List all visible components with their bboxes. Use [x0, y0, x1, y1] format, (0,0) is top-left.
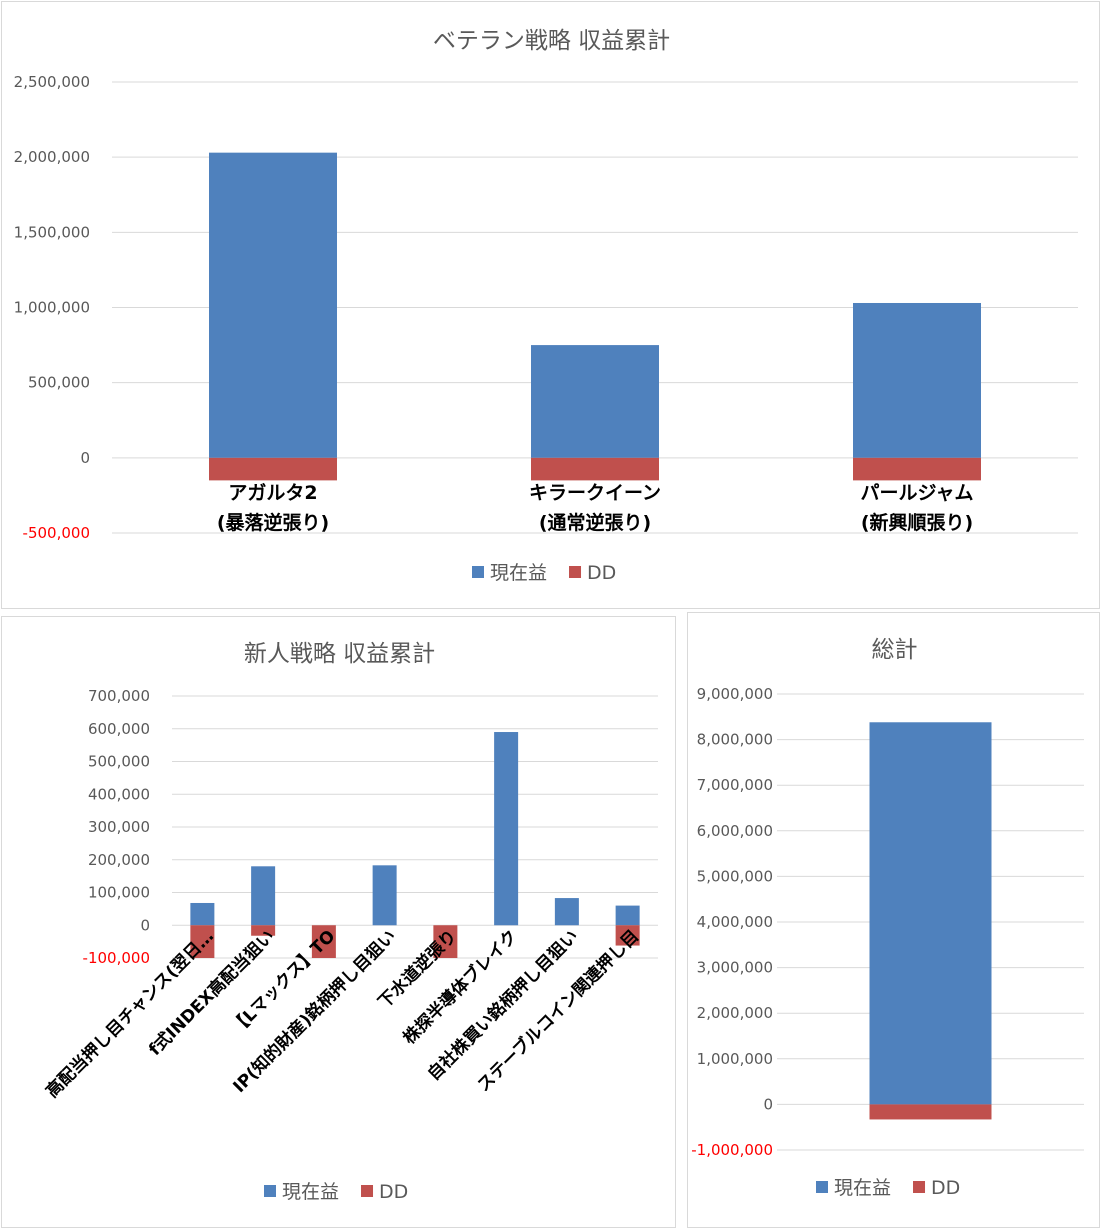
bar-profit: [554, 898, 579, 926]
y-tick-label: 0: [140, 916, 150, 934]
legend-swatch: [816, 1181, 828, 1193]
rookie-chart-panel: 新人戦略 収益累計 700,000 600,000 500,000 400,000 300…: [1, 616, 676, 1228]
bar-profit: [853, 302, 981, 458]
y-tick-label: -100,000: [83, 949, 150, 967]
bar-profit: [190, 902, 215, 926]
category-label: 株探半導体ブレイク: [399, 926, 522, 1049]
y-tick-label: 5,000,000: [697, 867, 773, 885]
y-tick-label: 500,000: [88, 753, 150, 771]
y-tick-label: 0: [763, 1095, 773, 1113]
bar-profit: [209, 152, 337, 458]
rookie-chart: 新人戦略 収益累計 700,000 600,000 500,000 400,000 300…: [42, 641, 658, 1203]
y-tick-label: 2,000,000: [697, 1004, 773, 1022]
total-chart: 総計 9,000,000 8,000,000 7,000,000 6,000,000 5,…: [691, 637, 1084, 1199]
category-label: アガルタ2: [228, 482, 317, 504]
chart-title: ベテラン戦略 収益累計: [433, 28, 670, 54]
y-tick-label: 2,500,000: [14, 73, 90, 91]
bar-dd: [251, 925, 276, 936]
legend-label: DD: [379, 1181, 408, 1203]
y-tick-label: 600,000: [88, 720, 150, 738]
bar-dd: [615, 925, 640, 946]
y-tick-label: 8,000,000: [697, 731, 773, 749]
category-label: 【Lマックス】TO: [227, 926, 340, 1039]
y-tick-label: -500,000: [23, 524, 90, 542]
bar-profit: [494, 732, 519, 926]
y-tick-label: 3,000,000: [697, 959, 773, 977]
category-label: パールジャム: [860, 482, 973, 504]
y-tick-label: 2,000,000: [14, 148, 90, 166]
bar-profit: [372, 865, 397, 926]
legend-swatch: [361, 1185, 374, 1197]
legend-swatch: [569, 566, 582, 578]
category-label: (通常逆張り): [539, 511, 651, 534]
bar-profit: [251, 866, 276, 926]
y-tick-label: 9,000,000: [697, 685, 773, 703]
legend-label: 現在益: [834, 1177, 891, 1199]
bar-profit: [869, 722, 992, 1105]
bar-profit: [615, 905, 640, 926]
category-label: キラークイーン: [529, 482, 661, 504]
bar-profit: [531, 345, 659, 458]
y-tick-label: 400,000: [88, 785, 150, 803]
y-tick-label: 200,000: [88, 851, 150, 869]
legend-label: DD: [587, 562, 616, 584]
bar-dd: [853, 457, 981, 481]
chart-title: 総計: [872, 637, 918, 663]
veteran-chart-panel: ベテラン戦略 収益累計 2,500,000 2,000,000 1,500,000 1,…: [1, 1, 1100, 609]
category-label: (暴落逆張り): [217, 511, 329, 534]
legend-label: DD: [931, 1177, 960, 1199]
bar-dd: [869, 1104, 992, 1120]
y-tick-label: 100,000: [88, 884, 150, 902]
y-tick-label: 7,000,000: [697, 776, 773, 794]
y-tick-label: -1,000,000: [691, 1141, 773, 1159]
y-tick-label: 1,000,000: [697, 1050, 773, 1068]
chart-title: 新人戦略 収益累計: [244, 641, 435, 667]
bar-dd: [209, 457, 337, 481]
y-tick-label: 0: [80, 449, 90, 467]
legend-label: 現在益: [490, 562, 547, 584]
bar-dd: [531, 457, 659, 481]
y-tick-label: 4,000,000: [697, 913, 773, 931]
y-tick-label: 6,000,000: [697, 822, 773, 840]
category-label: (新興順張り): [861, 511, 973, 534]
legend-swatch: [472, 566, 484, 578]
bar-dd: [433, 925, 458, 958]
y-tick-label: 700,000: [88, 687, 150, 705]
bar-dd: [311, 925, 336, 958]
legend-label: 現在益: [282, 1181, 339, 1203]
total-chart-panel: 総計 9,000,000 8,000,000 7,000,000 6,000,000 5,…: [687, 612, 1100, 1228]
legend-swatch: [913, 1181, 926, 1193]
legend-swatch: [264, 1185, 276, 1197]
veteran-chart: ベテラン戦略 収益累計 2,500,000 2,000,000 1,500,000 1,…: [14, 28, 1078, 584]
y-tick-label: 1,500,000: [14, 223, 90, 241]
bar-dd: [190, 925, 215, 958]
y-tick-label: 1,000,000: [14, 299, 90, 317]
y-tick-label: 500,000: [28, 374, 90, 392]
y-tick-label: 300,000: [88, 818, 150, 836]
